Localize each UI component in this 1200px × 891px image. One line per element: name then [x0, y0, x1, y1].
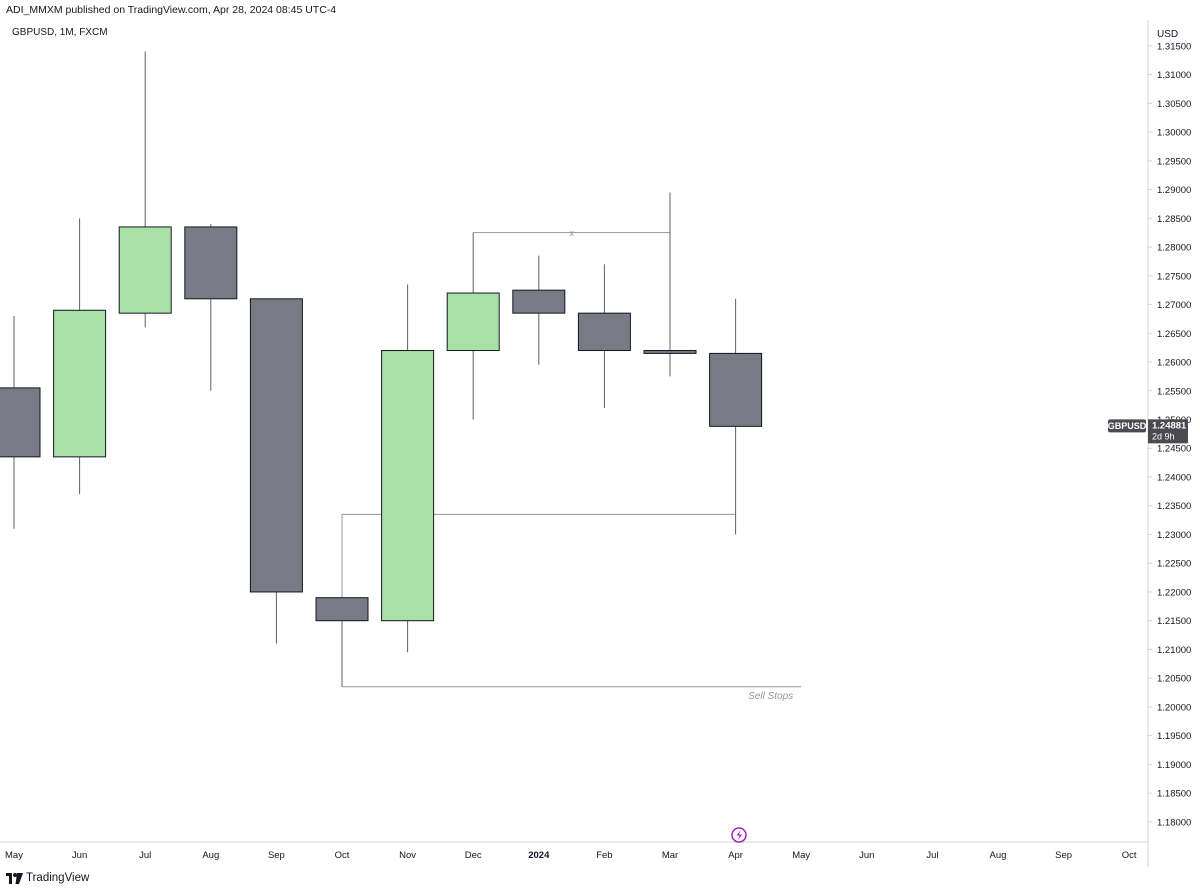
- candle[interactable]: [512, 255, 566, 365]
- x-tick-label: Mar: [662, 850, 678, 861]
- y-tick-label: 1.25500: [1157, 386, 1191, 397]
- x-tick-label: Jun: [72, 850, 87, 861]
- candle-body-down: [315, 597, 369, 622]
- y-tick-label: 1.27000: [1157, 300, 1191, 311]
- y-tick-label: 1.21500: [1157, 616, 1191, 627]
- tradingview-logo-icon: [6, 873, 23, 884]
- footer: TradingView: [0, 868, 1200, 891]
- tradingview-brand: TradingView: [26, 872, 90, 884]
- candlestick-chart[interactable]: GBPUSD, 1M, FXCM USD x Sell Stops 1.31500…: [0, 20, 1200, 867]
- x-tick-label: Nov: [399, 850, 416, 861]
- candle[interactable]: [249, 298, 303, 644]
- x-tick-label: Aug: [990, 850, 1007, 861]
- publisher-line: ADI_MMXM published on TradingView.com, A…: [6, 4, 337, 16]
- y-tick-label: 1.29000: [1157, 185, 1191, 196]
- price-tag-value-bg: [1148, 419, 1188, 444]
- y-tick-label: 1.30500: [1157, 99, 1191, 110]
- candles-layer: [0, 51, 763, 687]
- y-tick-label: 1.20500: [1157, 674, 1191, 685]
- candle[interactable]: [577, 264, 631, 409]
- candle[interactable]: [643, 192, 697, 377]
- y-tick-label: 1.20000: [1157, 702, 1191, 713]
- annotation-x-label: x: [569, 228, 574, 238]
- x-tick-label: Sep: [1055, 850, 1072, 861]
- candle[interactable]: [53, 218, 107, 495]
- candle[interactable]: [184, 224, 238, 391]
- y-tick-label: 1.19500: [1157, 731, 1191, 742]
- x-tick-label: Apr: [728, 850, 743, 861]
- candle-body-down: [184, 226, 238, 300]
- x-tick-label: Jul: [926, 850, 938, 861]
- plot-area[interactable]: [0, 20, 1148, 867]
- y-tick-label: 1.26000: [1157, 358, 1191, 369]
- y-tick-label: 1.24000: [1157, 472, 1191, 483]
- last-price-tag: GBPUSD 1.24881 2d 9h: [1108, 419, 1188, 444]
- candle-body-down: [643, 350, 697, 354]
- y-tick-label: 1.21000: [1157, 645, 1191, 656]
- x-tick-label: Jun: [859, 850, 874, 861]
- y-tick-label: 1.31500: [1157, 41, 1191, 52]
- candle[interactable]: [446, 232, 500, 420]
- x-tick-label: Aug: [202, 850, 219, 861]
- y-tick-label: 1.22000: [1157, 587, 1191, 598]
- x-tick-label: May: [5, 850, 23, 861]
- events-icon[interactable]: [731, 827, 747, 843]
- x-tick-label: Sep: [268, 850, 285, 861]
- candle[interactable]: [118, 51, 172, 328]
- candle-body-down: [512, 289, 566, 314]
- y-tick-label: 1.29500: [1157, 156, 1191, 167]
- y-tick-label: 1.26500: [1157, 329, 1191, 340]
- y-tick-label: 1.22500: [1157, 559, 1191, 570]
- y-tick-label: 1.23000: [1157, 530, 1191, 541]
- candle[interactable]: [709, 298, 763, 535]
- candle-body-up: [381, 350, 435, 622]
- y-tick-label: 1.28500: [1157, 214, 1191, 225]
- x-tick-label: Dec: [465, 850, 482, 861]
- currency-label: USD: [1157, 29, 1178, 40]
- symbol-title: GBPUSD, 1M, FXCM: [12, 27, 108, 38]
- candle[interactable]: [381, 284, 435, 653]
- candle-body-up: [53, 309, 107, 458]
- candle-body-down: [0, 387, 41, 458]
- x-tick-label: Oct: [335, 850, 350, 861]
- candle-body-down: [577, 312, 631, 352]
- y-tick-label: 1.31000: [1157, 70, 1191, 81]
- price-tag-symbol-bg: [1108, 419, 1146, 433]
- candle-body-down: [709, 352, 763, 427]
- x-tick-label: 2024: [528, 850, 550, 861]
- time-axis[interactable]: May Jun Jul Aug Sep Oct Nov Dec 2024 Feb Mar Apr May…: [5, 850, 1137, 861]
- price-tag-price: 1.24881: [1152, 420, 1187, 431]
- price-tag-countdown: 2d 9h: [1152, 431, 1175, 441]
- y-tick-label: 1.19000: [1157, 760, 1191, 771]
- x-tick-label: May: [792, 850, 810, 861]
- candle[interactable]: [0, 316, 41, 529]
- y-tick-label: 1.24500: [1157, 444, 1191, 455]
- y-tick-label: 1.23500: [1157, 501, 1191, 512]
- candle[interactable]: [315, 597, 369, 687]
- x-tick-label: Jul: [139, 850, 151, 861]
- y-tick-label: 1.28000: [1157, 243, 1191, 254]
- chart-frame[interactable]: GBPUSD, 1M, FXCM USD x Sell Stops 1.31500…: [0, 20, 1200, 867]
- y-tick-label: 1.27500: [1157, 271, 1191, 282]
- y-tick-label: 1.18000: [1157, 817, 1191, 828]
- candle-body-up: [118, 226, 172, 314]
- y-tick-label: 1.30000: [1157, 128, 1191, 139]
- sell-stops-label: Sell Stops: [748, 691, 793, 702]
- candle-body-down: [249, 298, 303, 593]
- x-tick-label: Oct: [1122, 850, 1137, 861]
- x-tick-label: Feb: [596, 850, 612, 861]
- price-tag-symbol: GBPUSD: [1108, 421, 1147, 431]
- candle-body-up: [446, 292, 500, 352]
- y-tick-label: 1.18500: [1157, 789, 1191, 800]
